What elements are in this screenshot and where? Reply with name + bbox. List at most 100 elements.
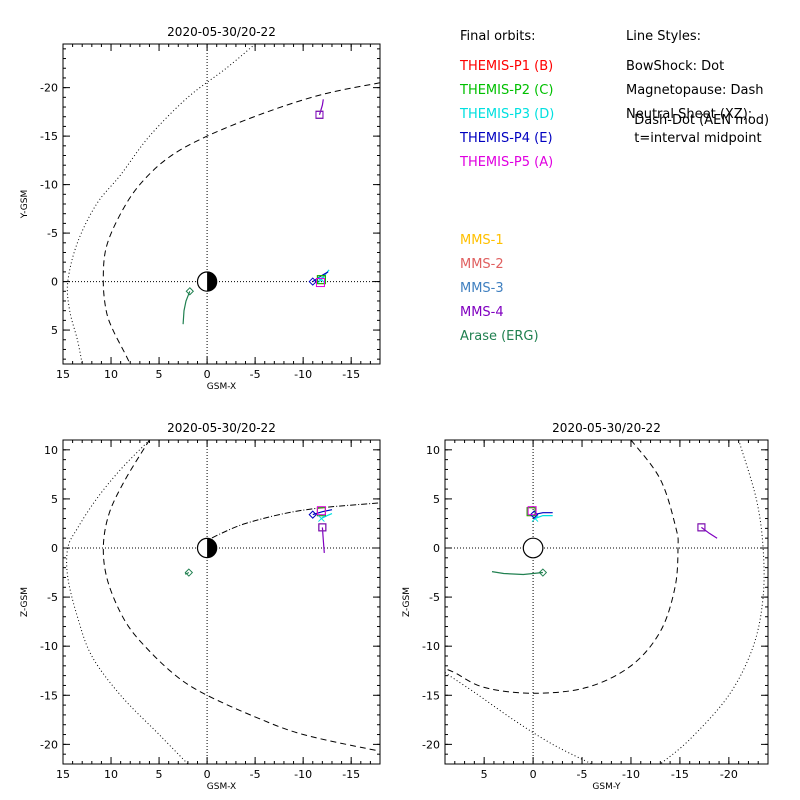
legend-orbit-label: THEMIS-P4 (E) xyxy=(459,131,553,146)
y-tick-label: 5 xyxy=(51,493,58,506)
plot-panel-yz: 2020-05-30/20-22 5 0 -5 -10 -15 -20 10 5 0 -5 -10 -1… xyxy=(402,421,769,792)
legend-mission-label: MMS-3 xyxy=(460,281,504,296)
y-tick-label: -20 xyxy=(40,738,58,751)
earth-night-side xyxy=(207,538,217,558)
magnetopause-curve xyxy=(102,82,380,364)
x-tick-label: 5 xyxy=(481,768,488,781)
x-tick-label: -10 xyxy=(622,768,640,781)
y-tick-label: 5 xyxy=(433,493,440,506)
x-tick-label: -10 xyxy=(294,768,312,781)
plot-frame xyxy=(62,439,381,765)
x-tick-label: -5 xyxy=(250,768,261,781)
legend-style-label: BowShock: Dot xyxy=(626,59,724,74)
plot-title: 2020-05-30/20-22 xyxy=(167,25,276,39)
legend-style-label: Magnetopause: Dash xyxy=(626,83,763,98)
x-tick-label: 0 xyxy=(204,368,211,381)
y-tick-label: 10 xyxy=(426,444,440,457)
legend-orbit-label: THEMIS-P5 (A) xyxy=(459,155,553,170)
plot-panel-xz: 2020-05-30/20-22 15 10 5 0 -5 -10 -15 10 5 0 -5 -10 -… xyxy=(20,421,381,792)
x-axis-label: GSM-X xyxy=(207,382,236,392)
legend: Final orbits: Line Styles: THEMIS-P1 (B)… xyxy=(459,29,769,344)
orbit-track xyxy=(701,526,718,539)
legend-style-label: Neutral Sheet (XZ): xyxy=(626,107,752,122)
marker-themis-p5 xyxy=(316,506,326,516)
legend-orbit-list: THEMIS-P1 (B) THEMIS-P2 (C) THEMIS-P3 (D) T… xyxy=(459,59,554,170)
y-tick-label: -5 xyxy=(429,591,440,604)
x-tick-label: 5 xyxy=(156,368,163,381)
y-tick-label: 5 xyxy=(51,324,58,337)
y-tick-label: -15 xyxy=(422,689,440,702)
plot-area xyxy=(445,440,768,764)
y-axis-label: Z-GSM xyxy=(402,587,412,617)
orbit-track xyxy=(321,527,325,553)
orbit-track xyxy=(182,291,191,325)
y-tick-label: 0 xyxy=(51,542,58,555)
y-axis-label: Z-GSM xyxy=(20,587,30,617)
bowshock-curve xyxy=(659,440,765,764)
orbit-track xyxy=(534,515,553,520)
x-tick-label: 10 xyxy=(104,768,118,781)
legend-mission-label: MMS-1 xyxy=(460,233,504,248)
plot-area xyxy=(63,44,380,364)
legend-orbit-label: THEMIS-P1 (B) xyxy=(459,59,553,74)
marker-arase-erg xyxy=(538,568,548,577)
y-tick-label: -15 xyxy=(40,130,58,143)
y-tick-label: 0 xyxy=(433,542,440,555)
x-tick-label: 0 xyxy=(204,768,211,781)
x-tick-label: 10 xyxy=(104,368,118,381)
plot-title: 2020-05-30/20-22 xyxy=(552,421,661,435)
marker-themis-p4 xyxy=(308,510,317,519)
marker-themis-p3 xyxy=(318,515,325,522)
orbit-track xyxy=(491,571,543,576)
y-axis-label: Y-GSM xyxy=(20,190,30,219)
plot-area xyxy=(63,440,380,764)
y-tick-label: -5 xyxy=(47,227,58,240)
marker-themis-p4 xyxy=(308,277,317,286)
y-tick-label: 0 xyxy=(51,276,58,289)
bowshock-curve xyxy=(66,440,189,764)
x-tick-label: 15 xyxy=(56,768,70,781)
y-tick-label: -20 xyxy=(40,82,58,95)
y-tick-label: -10 xyxy=(40,640,58,653)
legend-orbit-label: THEMIS-P2 (C) xyxy=(459,83,553,98)
x-axis-label: GSM-Y xyxy=(592,782,621,792)
legend-mission-label: MMS-4 xyxy=(460,305,504,320)
marker-arase-erg xyxy=(185,287,195,296)
legend-style-label: Dash-Dot (AEN mod) xyxy=(626,113,769,128)
legend-mission-label: MMS-2 xyxy=(460,257,504,272)
plot-panel-xy: 2020-05-30/20-22 15 10 5 0 -5 -10 -15 5 0 -5 -10 -15… xyxy=(20,25,381,392)
x-tick-label: 5 xyxy=(156,768,163,781)
marker-mms-4 xyxy=(697,523,706,532)
y-tick-label: -10 xyxy=(40,179,58,192)
orbit-track xyxy=(321,513,333,520)
x-tick-label: -20 xyxy=(720,768,738,781)
x-axis-label: GSM-X xyxy=(207,782,236,792)
marker-themis-p3 xyxy=(318,276,325,283)
legend-style-label: t=interval midpoint xyxy=(626,131,762,146)
x-tick-label: -10 xyxy=(294,368,312,381)
legend-mission-label: Arase (ERG) xyxy=(460,329,539,344)
plot-frame xyxy=(444,439,769,765)
y-tick-label: 10 xyxy=(44,444,58,457)
x-tick-label: -15 xyxy=(671,768,689,781)
y-tick-label: -15 xyxy=(40,689,58,702)
magnetopause-curve xyxy=(102,440,380,752)
legend-styles-title: Line Styles: xyxy=(626,29,701,44)
legend-mission-list: MMS-1 MMS-2 MMS-3 MMS-4 Arase (ERG) xyxy=(460,233,539,344)
x-tick-label: -5 xyxy=(250,368,261,381)
bowshock-curve xyxy=(445,672,593,764)
y-tick-label: -20 xyxy=(422,738,440,751)
marker-mms-4 xyxy=(318,523,327,532)
marker-themis-p5 xyxy=(315,278,325,288)
marker-mms-4 xyxy=(315,110,324,119)
earth-marker xyxy=(522,537,544,559)
legend-orbit-label: THEMIS-P3 (D) xyxy=(459,107,554,122)
x-tick-label: -15 xyxy=(342,768,360,781)
marker-themis-p2 xyxy=(316,275,326,285)
orbit-track xyxy=(312,509,333,516)
marker-arase-erg xyxy=(184,568,194,577)
bowshock-curve xyxy=(66,44,256,364)
earth-night-side xyxy=(207,271,217,292)
